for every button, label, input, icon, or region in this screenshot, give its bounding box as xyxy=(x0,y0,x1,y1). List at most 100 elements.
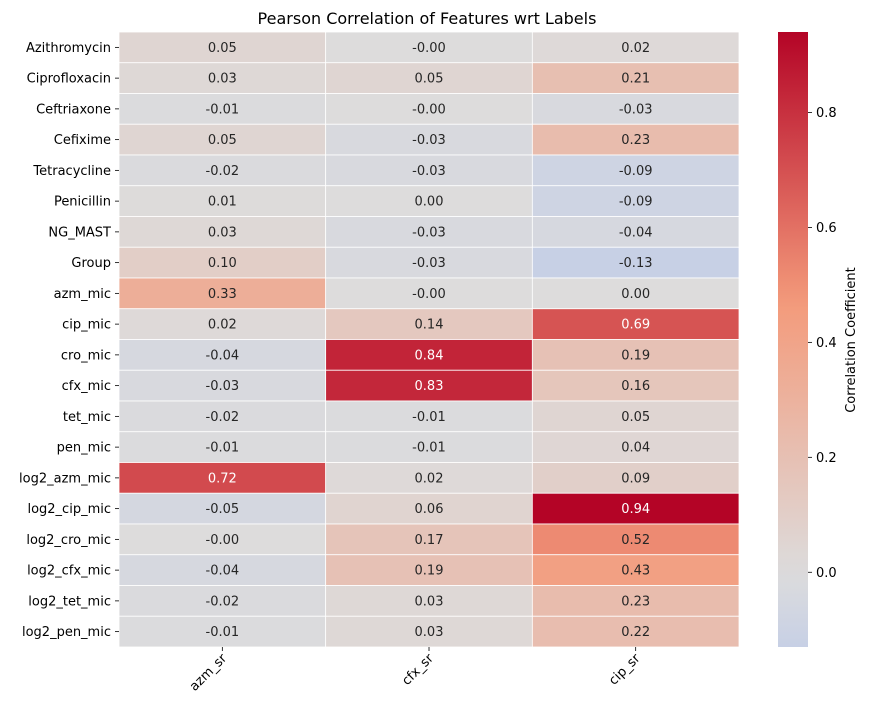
heatmap-cell xyxy=(531,246,740,279)
cell-value-label: -0.04 xyxy=(206,348,240,363)
cell-value-label: -0.09 xyxy=(619,195,653,210)
row-label: tet_mic xyxy=(63,410,111,425)
cell-value-label: 0.17 xyxy=(415,533,444,548)
row-label: pen_mic xyxy=(57,441,111,456)
cell-value-label: 0.03 xyxy=(415,625,444,640)
heatmap-cell xyxy=(531,31,740,64)
cell-value-label: -0.03 xyxy=(619,102,653,117)
heatmap-cell xyxy=(325,523,533,556)
row-label: log2_cro_mic xyxy=(26,533,111,548)
row-label: log2_pen_mic xyxy=(22,625,111,640)
cell-value-label: 0.84 xyxy=(415,348,444,363)
row-label: NG_MAST xyxy=(48,225,111,240)
cell-value-label: 0.43 xyxy=(621,564,650,579)
heatmap-cell xyxy=(531,62,740,94)
cell-value-label: 0.69 xyxy=(621,318,650,333)
cell-value-label: 0.16 xyxy=(621,379,650,394)
cell-value-label: 0.23 xyxy=(621,133,650,148)
row-label: log2_cip_mic xyxy=(27,502,111,517)
heatmap-cell xyxy=(118,339,327,371)
row-label: log2_cfx_mic xyxy=(27,564,111,579)
cell-value-label: -0.01 xyxy=(206,441,240,456)
heatmap-cell xyxy=(118,400,327,433)
heatmap-cell xyxy=(531,154,740,187)
heatmap-cell xyxy=(118,523,327,556)
colorbar-gradient xyxy=(778,32,808,647)
colorbar-tick-label: 0.2 xyxy=(816,451,837,466)
cell-value-label: 0.01 xyxy=(208,195,237,210)
cell-value-label: -0.01 xyxy=(412,410,446,425)
heatmap-cell xyxy=(118,492,327,525)
cell-value-label: -0.03 xyxy=(412,133,446,148)
cell-value-label: 0.21 xyxy=(621,72,650,87)
heatmap-cell xyxy=(531,339,740,371)
heatmap-cell xyxy=(531,523,740,556)
row-label: cfx_mic xyxy=(62,379,111,394)
row-label: Cefixime xyxy=(54,133,111,148)
cell-value-label: 0.33 xyxy=(208,287,237,302)
heatmap-cell xyxy=(531,277,740,310)
cell-value-label: 0.02 xyxy=(208,318,237,333)
cell-value-label: -0.02 xyxy=(206,410,240,425)
row-label: Azithromycin xyxy=(26,41,111,56)
heatmap-cell xyxy=(118,31,327,64)
heatmap-cell xyxy=(325,585,533,617)
row-label: Penicillin xyxy=(54,195,111,210)
cell-value-label: -0.03 xyxy=(412,225,446,240)
heatmap-cell xyxy=(118,62,327,94)
cell-value-label: 0.19 xyxy=(415,564,444,579)
cell-value-label: 0.23 xyxy=(621,594,650,609)
cell-value-label: 0.03 xyxy=(415,594,444,609)
heatmap-cells: 0.05 -0.00 0.02 0.03 0.05 0.21 -0.01 -0.00 -0.03… xyxy=(118,31,740,648)
row-labels: Azithromycin Ciprofloxacin Ceftriaxone Cefi… xyxy=(19,41,119,640)
cell-value-label: -0.00 xyxy=(412,41,446,56)
cell-value-label: -0.02 xyxy=(206,594,240,609)
cell-value-label: -0.04 xyxy=(619,225,653,240)
cell-value-label: 0.22 xyxy=(621,625,650,640)
heatmap-cell xyxy=(118,216,327,248)
heatmap-cell xyxy=(325,93,533,125)
row-label: Ceftriaxone xyxy=(36,102,111,117)
cell-value-label: -0.00 xyxy=(412,102,446,117)
heatmap-cell xyxy=(531,123,740,156)
colorbar-tick-label: 0.6 xyxy=(816,221,837,236)
heatmap-cell xyxy=(531,369,740,402)
cell-value-label: -0.01 xyxy=(206,102,240,117)
colorbar-label: Correlation Coefficient xyxy=(844,267,859,413)
heatmap-cell xyxy=(325,615,533,648)
heatmap-cell xyxy=(118,462,327,494)
row-label: cip_mic xyxy=(62,318,111,333)
row-label: Tetracycline xyxy=(32,164,111,179)
cell-value-label: 0.06 xyxy=(415,502,444,517)
cell-value-label: 0.03 xyxy=(208,225,237,240)
heatmap-cell xyxy=(531,400,740,433)
cell-value-label: -0.00 xyxy=(412,287,446,302)
cell-value-label: 0.02 xyxy=(415,471,444,486)
column-label: azm_sr xyxy=(187,651,231,695)
heatmap-cell xyxy=(325,308,533,340)
row-label: Group xyxy=(71,256,111,271)
heatmap-cell xyxy=(531,462,740,494)
colorbar: 0.0 0.2 0.4 0.6 0.8 Correlation Coefficient xyxy=(778,32,859,647)
colorbar-tick-label: 0.4 xyxy=(816,336,837,351)
heatmap-cell xyxy=(325,154,533,187)
colorbar-ticks: 0.0 0.2 0.4 0.6 0.8 xyxy=(808,106,837,581)
heatmap-cell xyxy=(531,308,740,340)
heatmap-cell xyxy=(118,246,327,279)
cell-value-label: 0.02 xyxy=(621,41,650,56)
colorbar-tick-label: 0.8 xyxy=(816,106,837,121)
cell-value-label: 0.03 xyxy=(208,72,237,87)
cell-value-label: 0.05 xyxy=(621,410,650,425)
cell-value-label: 0.72 xyxy=(208,471,237,486)
heatmap-cell xyxy=(118,585,327,617)
heatmap-cell xyxy=(325,216,533,248)
heatmap-cell xyxy=(118,308,327,340)
cell-value-label: -0.09 xyxy=(619,164,653,179)
cell-value-label: -0.01 xyxy=(412,441,446,456)
row-label: azm_mic xyxy=(54,287,111,302)
heatmap-cell xyxy=(325,400,533,433)
heatmap-cell xyxy=(325,246,533,279)
row-label: log2_azm_mic xyxy=(19,471,111,486)
heatmap-cell xyxy=(531,216,740,248)
